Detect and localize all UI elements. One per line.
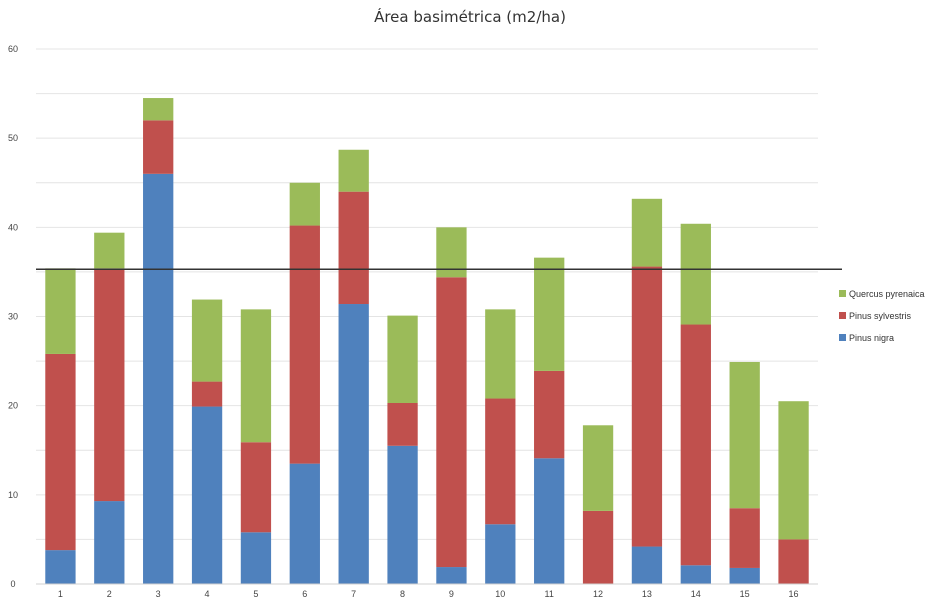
legend-swatch bbox=[839, 290, 846, 297]
y-tick-label: 0 bbox=[10, 579, 15, 589]
x-tick-label: 16 bbox=[789, 589, 799, 599]
bar-segment-pinus-sylvestris bbox=[485, 398, 516, 525]
bar-segment-pinus-nigra bbox=[534, 458, 565, 584]
bar-segment-pinus-sylvestris bbox=[631, 266, 663, 547]
bar-segment-quercus-pyrenaica bbox=[289, 182, 320, 226]
y-tick-label: 60 bbox=[8, 44, 18, 54]
bar-segment-quercus-pyrenaica bbox=[94, 232, 125, 269]
legend-label: Pinus sylvestris bbox=[849, 311, 912, 321]
x-tick-label: 4 bbox=[205, 589, 210, 599]
bar-segment-pinus-nigra bbox=[631, 546, 663, 584]
y-tick-label: 20 bbox=[8, 401, 18, 411]
bar-segment-pinus-sylvestris bbox=[191, 381, 223, 407]
bar-segment-pinus-sylvestris bbox=[94, 268, 125, 502]
bar-segment-quercus-pyrenaica bbox=[729, 361, 760, 509]
bar-segment-pinus-sylvestris bbox=[143, 120, 174, 174]
bar-segment-quercus-pyrenaica bbox=[680, 223, 711, 325]
bar-segment-quercus-pyrenaica bbox=[582, 425, 614, 511]
x-tick-label: 9 bbox=[449, 589, 454, 599]
chart-title: Área basimétrica (m2/ha) bbox=[374, 7, 566, 26]
x-tick-label: 14 bbox=[691, 589, 701, 599]
bar-segment-quercus-pyrenaica bbox=[534, 257, 565, 371]
legend-swatch bbox=[839, 312, 846, 319]
bar-segment-pinus-sylvestris bbox=[338, 191, 369, 305]
y-tick-label: 40 bbox=[8, 222, 18, 232]
legend: Quercus pyrenaica Pinus sylvestris Pinus n… bbox=[839, 289, 925, 343]
bar-segment-pinus-nigra bbox=[143, 173, 174, 585]
legend-label: Quercus pyrenaica bbox=[849, 289, 925, 299]
bar-segment-quercus-pyrenaica bbox=[143, 98, 174, 121]
bar-segment-pinus-sylvestris bbox=[289, 225, 320, 464]
y-tick-label: 50 bbox=[8, 133, 18, 143]
bar-segment-pinus-nigra bbox=[436, 567, 467, 584]
bar-segment-pinus-sylvestris bbox=[534, 370, 565, 459]
x-tick-label: 12 bbox=[593, 589, 603, 599]
bar-segment-pinus-nigra bbox=[680, 565, 711, 584]
x-tick-label: 13 bbox=[642, 589, 652, 599]
bar-segment-pinus-sylvestris bbox=[387, 402, 418, 446]
legend-label: Pinus nigra bbox=[849, 333, 894, 343]
bar-segment-pinus-nigra bbox=[191, 406, 223, 584]
bar-segment-pinus-nigra bbox=[94, 501, 125, 584]
bar-segment-quercus-pyrenaica bbox=[240, 309, 272, 443]
x-tick-label: 8 bbox=[400, 589, 405, 599]
x-tick-label: 6 bbox=[302, 589, 307, 599]
x-tick-label: 11 bbox=[545, 589, 554, 599]
bar-segment-pinus-sylvestris bbox=[582, 510, 614, 584]
bar-segment-pinus-sylvestris bbox=[436, 277, 467, 568]
x-tick-label: 7 bbox=[351, 589, 356, 599]
bar-segment-pinus-nigra bbox=[387, 445, 418, 584]
y-tick-label: 10 bbox=[8, 490, 18, 500]
bar-segment-pinus-nigra bbox=[45, 550, 76, 584]
bars bbox=[45, 98, 809, 585]
x-tick-label: 15 bbox=[740, 589, 750, 599]
y-tick-label: 30 bbox=[8, 312, 18, 322]
bar-segment-quercus-pyrenaica bbox=[338, 149, 369, 192]
bar-segment-pinus-nigra bbox=[729, 567, 760, 584]
bar-segment-pinus-nigra bbox=[240, 532, 272, 584]
bar-segment-pinus-sylvestris bbox=[729, 508, 760, 568]
bar-segment-pinus-nigra bbox=[485, 524, 516, 584]
bar-segment-pinus-sylvestris bbox=[680, 324, 711, 566]
bar-segment-quercus-pyrenaica bbox=[631, 198, 663, 267]
x-axis: 1 2 3 4 5 6 7 8 9 10 11 12 13 14 15 16 bbox=[36, 583, 818, 599]
x-tick-label: 5 bbox=[253, 589, 258, 599]
bar-segment-pinus-sylvestris bbox=[45, 353, 76, 551]
x-tick-label: 10 bbox=[495, 589, 505, 599]
bar-segment-quercus-pyrenaica bbox=[45, 268, 76, 354]
bar-segment-quercus-pyrenaica bbox=[191, 299, 223, 382]
legend-swatch bbox=[839, 334, 846, 341]
bar-segment-pinus-sylvestris bbox=[778, 539, 809, 584]
bar-segment-quercus-pyrenaica bbox=[387, 315, 418, 403]
x-tick-label: 2 bbox=[107, 589, 112, 599]
bar-segment-pinus-sylvestris bbox=[240, 442, 272, 533]
bar-segment-quercus-pyrenaica bbox=[778, 401, 809, 540]
bar-segment-pinus-nigra bbox=[289, 463, 320, 584]
bar-segment-pinus-nigra bbox=[338, 304, 369, 584]
x-tick-label: 3 bbox=[156, 589, 161, 599]
bar-segment-quercus-pyrenaica bbox=[485, 309, 516, 399]
x-tick-label: 1 bbox=[58, 589, 63, 599]
y-axis: 0 10 20 30 40 50 60 bbox=[8, 44, 18, 589]
